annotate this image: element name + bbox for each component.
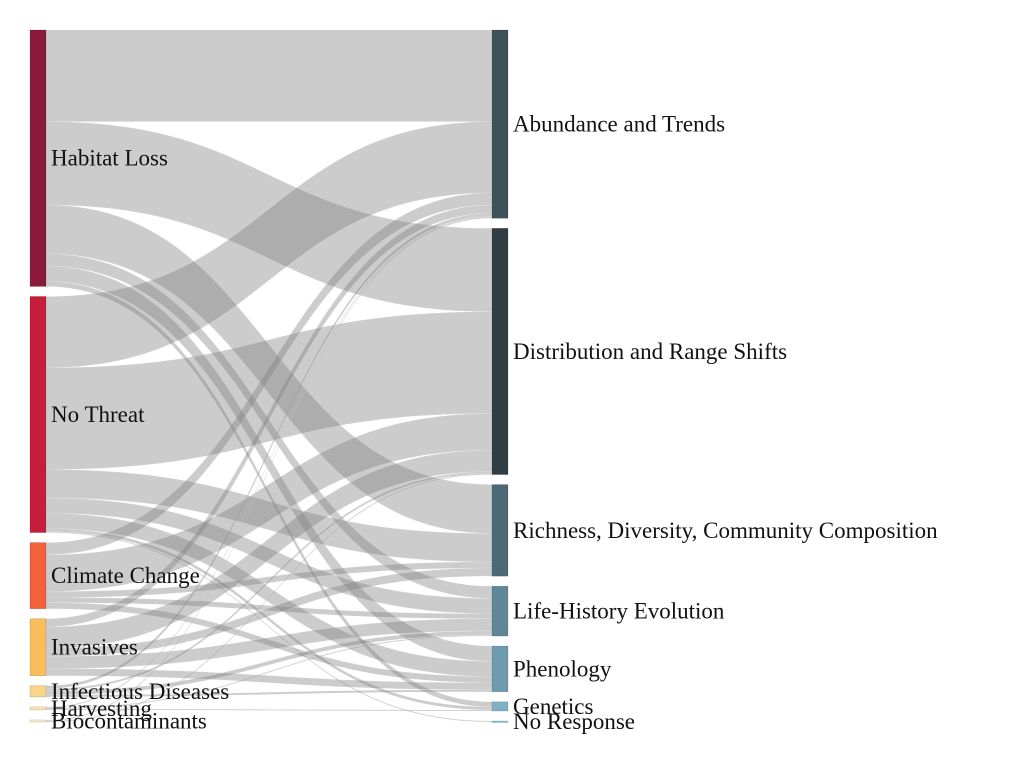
link-biocontaminants-to-distribution	[45, 473, 493, 723]
node-label-no_threat: No Threat	[51, 402, 145, 427]
node-label-habitat_loss: Habitat Loss	[51, 146, 168, 171]
node-label-harvesting: Harvesting	[51, 696, 152, 721]
node-climate_change	[29, 542, 47, 609]
node-label-infectious_diseases: Infectious Diseases	[51, 679, 229, 704]
node-biocontaminants	[29, 719, 47, 723]
node-invasives	[29, 618, 47, 676]
link-habitat_loss-to-abundance	[45, 29, 493, 122]
node-phenology	[491, 645, 509, 693]
node-genetics	[491, 701, 509, 712]
node-life_history	[491, 585, 509, 637]
node-label-biocontaminants: Biocontaminants	[51, 708, 207, 733]
node-label-climate_change: Climate Change	[51, 563, 200, 588]
node-label-genetics: Genetics	[513, 694, 594, 719]
node-label-abundance: Abundance and Trends	[513, 112, 725, 137]
link-invasives-to-richness	[45, 567, 493, 657]
link-infectious_diseases-to-phenology	[45, 689, 493, 698]
node-infectious_diseases	[29, 685, 47, 698]
node-no_threat	[29, 296, 47, 533]
node-label-phenology: Phenology	[513, 656, 612, 681]
node-distribution	[491, 228, 509, 475]
link-harvesting-to-life_history	[45, 634, 493, 710]
link-biocontaminants-to-abundance	[45, 217, 493, 722]
sankey-nodes	[29, 29, 509, 723]
node-richness	[491, 484, 509, 577]
node-abundance	[491, 29, 509, 219]
node-label-invasives: Invasives	[51, 635, 138, 660]
node-no_response	[491, 720, 509, 723]
node-label-richness: Richness, Diversity, Community Compositi…	[513, 518, 938, 543]
sankey-links	[45, 29, 493, 723]
node-habitat_loss	[29, 29, 47, 287]
node-harvesting	[29, 706, 47, 711]
node-label-life_history: Life-History Evolution	[513, 599, 725, 624]
node-label-distribution: Distribution and Range Shifts	[513, 339, 787, 364]
sankey-labels: Habitat Loss No Threat Climate Change Invas…	[51, 112, 938, 735]
node-label-no_response: No Response	[513, 709, 635, 734]
